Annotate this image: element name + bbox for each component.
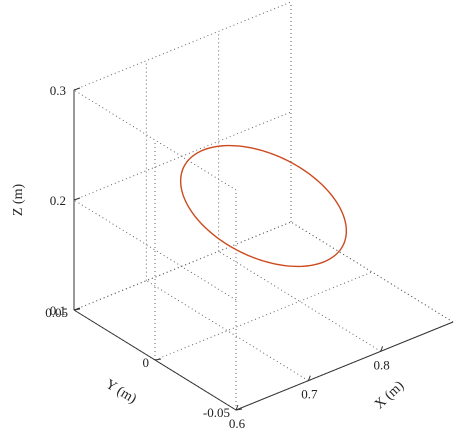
y-tick-label: -0.05 xyxy=(203,405,230,420)
x-tick-label: 0.7 xyxy=(301,387,318,402)
side-wall-grid-line xyxy=(73,89,237,191)
x-tick-label: 0.6 xyxy=(229,416,246,431)
floor-grid-line xyxy=(154,271,373,361)
z-tick-mark xyxy=(73,87,81,91)
y-tick-mark xyxy=(154,358,162,361)
y-axis-label: Y (m) xyxy=(103,377,140,407)
z-axis-label: Z (m) xyxy=(11,184,26,217)
y-tick-label: 0.05 xyxy=(45,305,68,320)
x-axis-line xyxy=(235,321,454,411)
back-wall-grid-line xyxy=(73,221,292,311)
x-tick-mark xyxy=(380,346,384,352)
x-tick-mark xyxy=(235,404,239,411)
z-tick-label: 0.3 xyxy=(50,83,66,98)
x-tick-label: 0.8 xyxy=(374,357,390,372)
x-tick-mark xyxy=(307,375,311,381)
y-tick-label: 0 xyxy=(143,355,150,370)
z-tick-mark xyxy=(73,197,81,201)
floor-grid-line xyxy=(290,221,454,323)
z-tick-mark xyxy=(73,307,81,311)
floor-grid-line xyxy=(73,221,292,311)
x-axis-label: X (m) xyxy=(372,378,407,412)
tick-labels: 0.6 0.7 0.8 -0.05 0 0.050.1 0.2 0.3 xyxy=(45,83,390,431)
tick-marks xyxy=(73,87,384,411)
grid-lines xyxy=(73,1,454,411)
axis-lines xyxy=(73,90,454,411)
floor-grid-line xyxy=(146,280,309,382)
back-wall-grid-line xyxy=(73,111,292,201)
z-tick-label: 0.1 xyxy=(50,303,66,318)
data-series xyxy=(179,144,348,268)
back-wall-grid-line xyxy=(73,1,292,91)
z-tick-label: 0.2 xyxy=(50,193,66,208)
side-wall-grid-line xyxy=(73,199,237,301)
circle-trajectory-line xyxy=(179,144,348,268)
y-tick-mark xyxy=(235,408,243,411)
